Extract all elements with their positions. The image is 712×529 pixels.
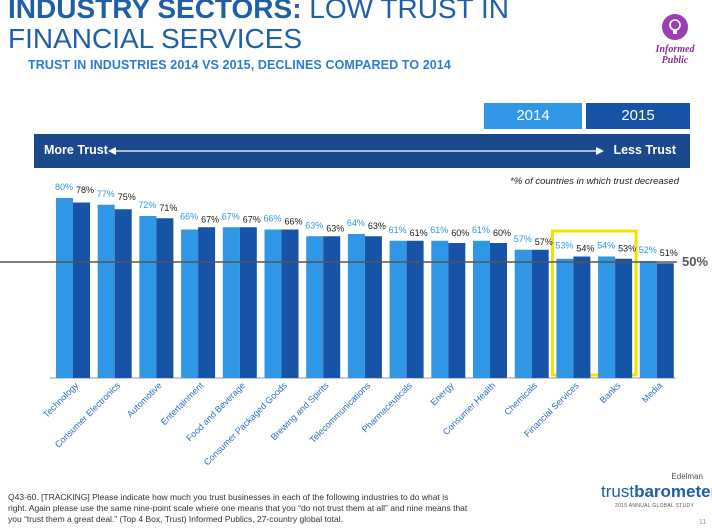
bar-2014 bbox=[514, 249, 532, 378]
value-label-2014: 61% bbox=[430, 225, 448, 235]
value-label-2014: 77% bbox=[97, 189, 115, 199]
value-label-2014: 52% bbox=[639, 245, 657, 255]
value-label-2015: 57% bbox=[535, 237, 553, 247]
bar-2015 bbox=[615, 258, 633, 378]
trustbarometer-wordmark: trustbarometer bbox=[601, 482, 712, 502]
bar-2015 bbox=[323, 236, 341, 378]
value-label-2014: 54% bbox=[597, 241, 615, 251]
bar-2014 bbox=[306, 236, 324, 378]
category-label: Automotive bbox=[125, 380, 164, 419]
edelman-label: Edelman bbox=[671, 472, 703, 481]
bar-2015 bbox=[406, 240, 424, 378]
category-label: Chemicals bbox=[502, 380, 539, 417]
logo-line2: Public bbox=[661, 55, 689, 66]
page-number: 11 bbox=[699, 519, 707, 526]
title-rest: LOW TRUST IN FINANCIAL SERVICES bbox=[8, 0, 509, 54]
trust-barometer-logo: Edelman trustbarometer 2015 ANNUAL GLOBA… bbox=[597, 472, 712, 520]
bar-2015 bbox=[281, 229, 299, 378]
bar-2014 bbox=[473, 240, 490, 378]
bar-2015 bbox=[364, 236, 382, 378]
bar-2014 bbox=[222, 227, 240, 378]
double-arrow-icon bbox=[108, 147, 604, 155]
value-label-2014: 61% bbox=[472, 225, 490, 235]
value-label-2015: 67% bbox=[243, 214, 261, 224]
value-label-2015: 51% bbox=[660, 248, 678, 258]
value-label-2015: 63% bbox=[368, 221, 386, 231]
logo-line1: Informed bbox=[655, 44, 695, 55]
bar-2014 bbox=[389, 240, 407, 378]
value-label-2015: 61% bbox=[410, 228, 428, 238]
category-label: Energy bbox=[428, 380, 456, 408]
more-trust-label: More Trust bbox=[44, 143, 108, 157]
bar-2014 bbox=[181, 229, 199, 378]
bar-2015 bbox=[656, 263, 674, 378]
lightbulb-icon bbox=[662, 14, 688, 40]
brand-subtitle: 2015 ANNUAL GLOBAL STUDY bbox=[615, 503, 695, 509]
legend-2014: 2014 bbox=[484, 103, 582, 129]
title-bold: INDUSTRY SECTORS: bbox=[8, 0, 302, 24]
value-label-2014: 72% bbox=[138, 200, 156, 210]
value-label-2015: 63% bbox=[326, 223, 344, 233]
value-label-2015: 67% bbox=[201, 214, 219, 224]
bar-2015 bbox=[531, 249, 549, 378]
value-label-2014: 67% bbox=[222, 211, 240, 221]
bar-2015 bbox=[73, 202, 90, 378]
value-label-2015: 53% bbox=[618, 244, 636, 254]
bar-2015 bbox=[573, 256, 591, 378]
bar-2014 bbox=[598, 256, 616, 378]
category-label: Media bbox=[640, 380, 664, 404]
value-label-2014: 64% bbox=[347, 218, 365, 228]
bar-2014 bbox=[139, 216, 157, 378]
value-label-2015: 75% bbox=[118, 192, 136, 202]
bar-2014 bbox=[97, 204, 115, 378]
bar-2015 bbox=[448, 243, 466, 378]
bar-2014 bbox=[431, 240, 449, 378]
category-label: Banks bbox=[598, 380, 623, 405]
bar-2014 bbox=[556, 258, 574, 378]
value-label-2015: 71% bbox=[159, 203, 177, 213]
category-label: Entertainment bbox=[159, 380, 206, 427]
page-subtitle: TRUST IN INDUSTRIES 2014 VS 2015, DECLIN… bbox=[28, 58, 451, 72]
page-title: INDUSTRY SECTORS: LOW TRUST IN FINANCIAL… bbox=[8, 0, 648, 54]
value-label-2014: 63% bbox=[305, 220, 323, 230]
category-label: Technology bbox=[41, 380, 81, 420]
decline-note: *% of countries in which trust decreased bbox=[510, 176, 679, 187]
footnote: Q43-60. [TRACKING] Please indicate how m… bbox=[8, 492, 468, 524]
bar-2015 bbox=[239, 227, 257, 378]
value-label-2015: 78% bbox=[76, 185, 94, 195]
bar-2014 bbox=[56, 198, 73, 378]
informed-public-logo: Informed Public bbox=[640, 12, 710, 82]
value-label-2015: 60% bbox=[493, 228, 511, 238]
value-label-2014: 53% bbox=[555, 241, 573, 251]
bar-2015 bbox=[114, 209, 132, 378]
bar-2014 bbox=[264, 229, 282, 378]
category-label: Consumer Packaged Goods bbox=[202, 380, 289, 467]
bar-2015 bbox=[156, 218, 174, 378]
bar-2015 bbox=[198, 227, 216, 378]
value-label-2015: 66% bbox=[284, 217, 302, 227]
reference-line-label: 50% bbox=[682, 254, 708, 269]
highlight-box bbox=[550, 229, 638, 377]
value-label-2014: 80% bbox=[55, 182, 73, 192]
legend-2015: 2015 bbox=[586, 103, 690, 129]
bar-2015 bbox=[490, 243, 507, 378]
brand-trust: trust bbox=[601, 482, 635, 501]
bar-2014 bbox=[347, 234, 365, 378]
value-label-2015: 54% bbox=[576, 244, 594, 254]
value-label-2014: 66% bbox=[263, 214, 281, 224]
less-trust-label: Less Trust bbox=[613, 143, 676, 157]
value-label-2015: 60% bbox=[451, 228, 469, 238]
value-label-2014: 61% bbox=[389, 225, 407, 235]
value-label-2014: 57% bbox=[514, 234, 532, 244]
brand-barometer: barometer bbox=[634, 482, 712, 501]
bar-2014 bbox=[639, 261, 657, 378]
value-label-2014: 66% bbox=[180, 211, 198, 221]
